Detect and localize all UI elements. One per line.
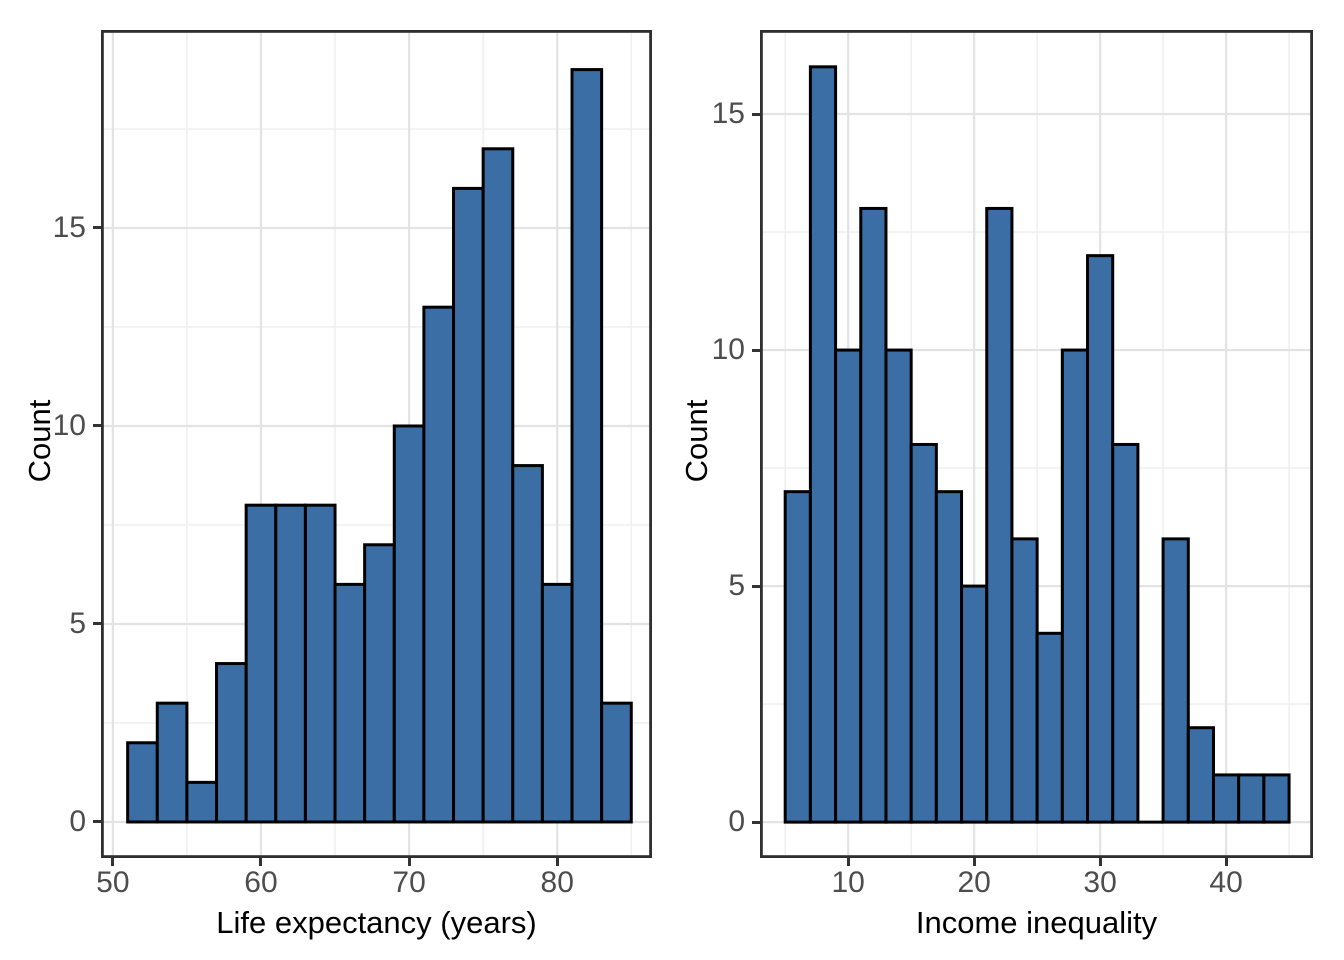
- x-axis-tick-label: 30: [1083, 866, 1117, 899]
- y-axis-tick: [752, 584, 760, 588]
- y-axis-tick: [752, 820, 760, 824]
- panel-border: [760, 30, 1313, 858]
- histogram-bar: [215, 662, 248, 824]
- x-axis-tick: [1224, 858, 1228, 866]
- panel-border: [101, 30, 652, 858]
- histogram-bar: [1161, 537, 1190, 824]
- histogram-bar: [1186, 726, 1215, 824]
- histogram-bar: [1211, 773, 1241, 824]
- histogram-bar: [185, 780, 219, 824]
- histogram-bar: [859, 206, 888, 824]
- histogram-bar: [244, 503, 278, 824]
- histogram-bar: [909, 442, 938, 824]
- y-axis-tick-label: 10: [711, 333, 745, 367]
- y-axis-tick: [752, 112, 760, 116]
- y-axis-tick-label: 10: [52, 408, 86, 442]
- histogram-bar: [884, 348, 913, 824]
- histogram-bar: [155, 701, 189, 824]
- x-axis-tick: [972, 858, 976, 866]
- x-axis-tick: [846, 858, 850, 866]
- y-axis-tick-label: 15: [711, 97, 745, 131]
- histogram-bar: [392, 424, 426, 824]
- left-y-axis-title: Count: [22, 399, 57, 483]
- histogram-bar: [934, 490, 964, 824]
- x-axis-tick-label: 20: [957, 866, 991, 899]
- y-axis-tick: [93, 226, 101, 230]
- histogram-bar: [1237, 773, 1266, 824]
- histogram-bar: [985, 206, 1014, 824]
- histogram-bar: [1060, 348, 1090, 824]
- y-axis-tick: [93, 424, 101, 428]
- histogram-bar: [126, 741, 159, 824]
- y-axis-tick: [93, 622, 101, 626]
- histogram-bar: [1111, 442, 1140, 824]
- histogram-bar: [422, 305, 456, 824]
- histogram-bar: [481, 147, 515, 824]
- x-axis-tick: [555, 858, 559, 866]
- x-axis-tick-label: 10: [831, 866, 865, 899]
- x-axis-tick: [111, 858, 115, 866]
- histogram-bar: [960, 584, 989, 824]
- y-axis-tick-label: 5: [728, 569, 745, 603]
- histogram-bar: [303, 503, 337, 824]
- histogram-bar: [808, 65, 838, 824]
- x-axis-tick: [1098, 858, 1102, 866]
- histogram-bar: [511, 464, 544, 824]
- x-axis-tick-label: 60: [244, 866, 278, 899]
- y-axis-tick: [752, 348, 760, 352]
- x-axis-tick-label: 70: [392, 866, 426, 899]
- x-axis-tick-label: 40: [1209, 866, 1243, 899]
- histogram-bar: [1010, 537, 1039, 824]
- histogram-bar: [834, 348, 863, 824]
- histogram-bar: [452, 186, 485, 824]
- y-axis-tick-label: 0: [728, 805, 745, 839]
- histogram-bar: [1262, 773, 1291, 824]
- x-axis-tick: [259, 858, 263, 866]
- histogram-bar: [274, 503, 307, 824]
- histogram-bar: [540, 582, 574, 824]
- histogram-bar: [1086, 254, 1115, 824]
- x-axis-tick: [407, 858, 411, 866]
- y-axis-tick: [93, 820, 101, 824]
- y-axis-tick-label: 15: [52, 210, 86, 244]
- histogram-bar: [333, 582, 367, 824]
- x-axis-tick-label: 80: [540, 866, 574, 899]
- histogram-bar: [600, 701, 633, 824]
- left-histogram-panel: [101, 30, 652, 858]
- right-histogram-panel: [760, 30, 1313, 858]
- right-x-axis-title: Income inequality: [915, 905, 1158, 940]
- histogram-bar: [363, 543, 396, 824]
- left-x-axis-title: Life expectancy (years): [216, 905, 537, 940]
- y-axis-tick-label: 5: [69, 606, 86, 640]
- histogram-bar: [783, 490, 812, 824]
- histogram-bar: [570, 68, 604, 824]
- right-y-axis-title: Count: [679, 399, 714, 483]
- x-axis-tick-label: 50: [96, 866, 130, 899]
- y-axis-tick-label: 0: [69, 804, 86, 838]
- histogram-bar: [1035, 631, 1064, 824]
